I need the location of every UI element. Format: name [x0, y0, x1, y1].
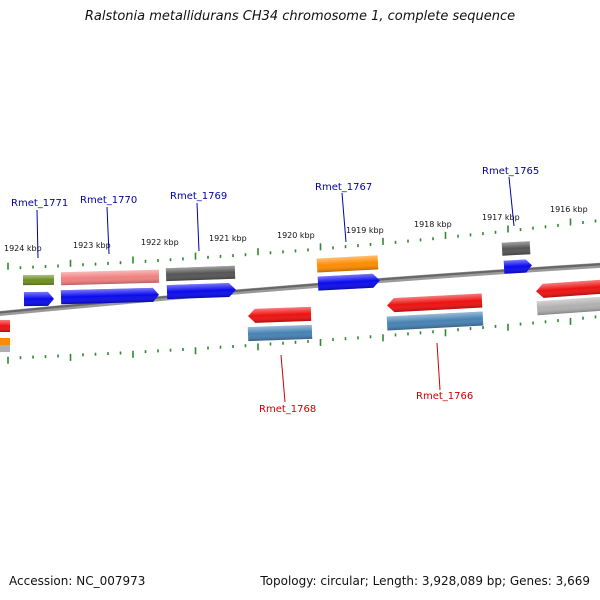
feature-bar[interactable]	[386, 311, 484, 331]
gene-label-rmet-1769[interactable]: Rmet_1769	[170, 191, 227, 202]
kbp-label: 1916 kbp	[550, 205, 588, 214]
scale-ticks-lower	[7, 315, 597, 364]
kbp-label: 1923 kbp	[73, 241, 111, 250]
reverse-gene-arrows	[0, 279, 600, 332]
kbp-label: 1921 kbp	[209, 234, 247, 243]
gene-arrow-rmet-1770[interactable]	[60, 287, 159, 305]
gene-arrow-rmet-1771[interactable]	[23, 291, 54, 307]
forward-cog-bars	[22, 241, 531, 286]
accession-text: Accession: NC_007973	[9, 574, 146, 588]
topology-summary-text: Topology: circular; Length: 3,928,089 bp…	[260, 574, 590, 588]
gene-label-rmet-1771[interactable]: Rmet_1771	[11, 198, 68, 209]
gene-label-rmet-1768[interactable]: Rmet_1768	[259, 404, 316, 415]
gene-label-rmet-1765[interactable]: Rmet_1765	[482, 166, 539, 177]
kbp-label: 1919 kbp	[346, 226, 384, 235]
gene-arrow-rmet-1766[interactable]	[387, 293, 483, 313]
kbp-label: 1920 kbp	[277, 231, 315, 240]
kbp-label: 1917 kbp	[482, 213, 520, 222]
map-title: Ralstonia metallidurans CH34 chromosome …	[84, 9, 516, 24]
feature-bar[interactable]	[165, 265, 236, 282]
kbp-label: 1924 kbp	[4, 244, 42, 253]
gene-arrow-rmet-1765[interactable]	[503, 259, 533, 274]
scale-ticks-upper	[7, 218, 597, 270]
gene-label-rmet-1767[interactable]: Rmet_1767	[315, 182, 372, 193]
feature-bar[interactable]	[247, 324, 313, 342]
feature-bar[interactable]	[0, 338, 10, 352]
feature-bar[interactable]	[22, 274, 55, 286]
kbp-label: 1918 kbp	[414, 220, 452, 229]
reverse-cog-bars	[0, 296, 600, 352]
kbp-scale-labels: 1924 kbp 1923 kbp 1922 kbp 1921 kbp 1920…	[4, 205, 588, 253]
gene-label-rmet-1770[interactable]: Rmet_1770	[80, 195, 137, 206]
gene-arrow-rmet-1767[interactable]	[317, 273, 381, 291]
callout-lines	[36, 176, 515, 403]
feature-bar[interactable]	[316, 255, 379, 273]
gene-label-rmet-1766[interactable]: Rmet_1766	[416, 391, 473, 402]
feature-bar[interactable]	[501, 241, 531, 256]
feature-bar[interactable]	[536, 296, 600, 316]
forward-gene-arrows	[23, 259, 533, 307]
gene-arrow-partial-right[interactable]	[536, 279, 600, 299]
kbp-label: 1922 kbp	[141, 238, 179, 247]
feature-bar[interactable]	[60, 269, 160, 286]
gene-arrow-rmet-1769[interactable]	[166, 282, 236, 300]
gene-arrow-rmet-1768[interactable]	[248, 306, 312, 323]
gene-arrow-partial-left[interactable]	[0, 320, 10, 332]
